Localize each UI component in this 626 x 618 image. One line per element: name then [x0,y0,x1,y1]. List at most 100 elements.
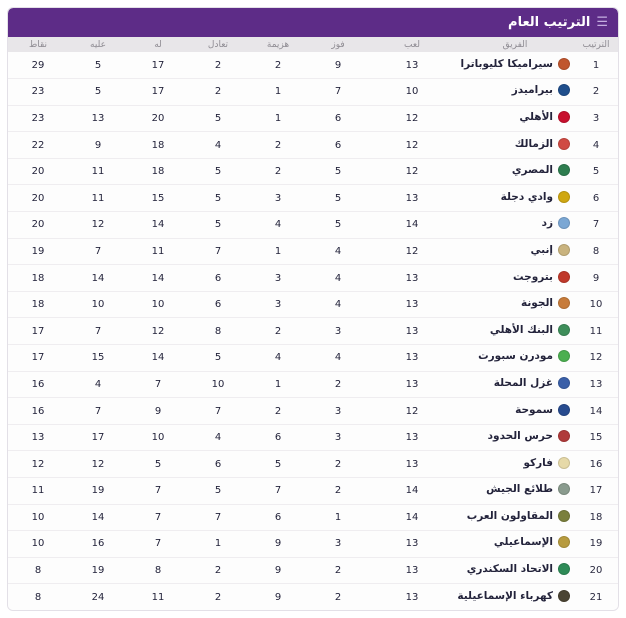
wins-cell: 2 [334,378,342,390]
team-crest-icon [558,137,570,150]
table-row[interactable]: 9 بتروجت 13 4 3 6 14 14 18 [8,264,618,292]
table-row[interactable]: 21 كهرباء الإسماعيلية 13 2 9 2 11 24 8 [8,583,618,611]
losses-cell: 2 [274,325,282,337]
draws-cell: 5 [214,485,222,497]
points-cell: 18 [31,272,45,284]
wins-cell: 3 [334,432,342,444]
rank-cell: 21 [589,591,603,603]
goals-for-cell: 18 [151,166,165,178]
table-row[interactable]: 18 المقاولون العرب 14 1 6 7 7 14 10 [8,504,618,531]
losses-cell: 7 [274,485,282,497]
team-crest-icon [558,403,570,416]
team-crest-icon [558,456,570,469]
points-cell: 23 [31,86,45,98]
table-row[interactable]: 6 وادي دجلة 13 5 3 5 15 11 20 [8,184,618,212]
goals-against-cell: 14 [91,272,105,284]
losses-cell: 2 [274,166,282,178]
goals-against-cell: 7 [94,405,102,417]
points-cell: 13 [31,432,45,444]
draws-cell: 2 [214,59,222,71]
col-header-goals-for: له [154,39,162,50]
rank-cell: 13 [589,378,603,390]
team-cell: الإسماعيلي [456,531,574,558]
team-cell: المصري [456,158,574,185]
points-cell: 23 [31,112,45,124]
draws-cell: 2 [214,86,222,98]
losses-cell: 3 [274,272,282,284]
draws-cell: 4 [214,432,222,444]
table-row[interactable]: 10 الجونة 13 4 3 6 10 10 18 [8,291,618,318]
rank-cell: 20 [589,565,603,577]
played-cell: 12 [405,112,419,124]
team-crest-icon [558,297,570,310]
draws-cell: 2 [214,565,222,577]
table-row[interactable]: 2 بيراميدز 10 7 1 2 17 5 23 [8,78,618,106]
table-row[interactable]: 14 سموحة 12 3 2 7 9 7 16 [8,397,618,425]
team-name: إنبي [530,243,553,256]
draws-cell: 5 [214,166,222,178]
played-cell: 12 [405,405,419,417]
goals-against-cell: 19 [91,565,105,577]
team-cell: الجونة [456,291,574,318]
table-row[interactable]: 4 الزمالك 12 6 2 4 18 9 22 [8,131,618,159]
goals-for-cell: 7 [154,485,162,497]
team-name: كهرباء الإسماعيلية [457,589,553,602]
table-row[interactable]: 8 إنبي 12 4 1 7 11 7 19 [8,238,618,265]
team-cell: فاركو [456,451,574,478]
wins-cell: 6 [334,139,342,151]
wins-cell: 4 [334,352,342,364]
team-crest-icon [558,376,570,389]
losses-cell: 3 [274,192,282,204]
table-row[interactable]: 7 زد 14 5 4 5 14 12 20 [8,211,618,239]
draws-cell: 8 [214,325,222,337]
col-header-goals-against: عليه [90,39,106,50]
team-crest-icon [558,270,570,283]
played-cell: 13 [405,192,419,204]
goals-against-cell: 7 [94,245,102,257]
goals-for-cell: 18 [151,139,165,151]
wins-cell: 1 [334,511,342,523]
goals-against-cell: 11 [91,192,105,204]
draws-cell: 6 [214,299,222,311]
played-cell: 13 [405,432,419,444]
points-cell: 11 [31,485,45,497]
losses-cell: 1 [274,378,282,390]
table-row[interactable]: 3 الأهلي 12 6 1 5 20 13 23 [8,105,618,132]
wins-cell: 4 [334,245,342,257]
table-row[interactable]: 11 البنك الأهلي 13 3 2 8 12 7 17 [8,317,618,345]
goals-for-cell: 17 [151,59,165,71]
points-cell: 16 [31,405,45,417]
played-cell: 12 [405,245,419,257]
table-row[interactable]: 12 مودرن سبورت 13 4 4 5 14 15 17 [8,344,618,372]
points-cell: 19 [31,245,45,257]
col-header-losses: هزيمة [266,39,290,50]
losses-cell: 4 [274,219,282,231]
wins-cell: 2 [334,458,342,470]
team-name: حرس الحدود [487,430,553,443]
team-name: الاتحاد السكندري [466,563,553,576]
team-cell: الاتحاد السكندري [456,557,574,584]
losses-cell: 1 [274,112,282,124]
col-header-draws: تعادل [207,39,229,50]
team-crest-icon [558,350,570,363]
played-cell: 13 [405,352,419,364]
wins-cell: 9 [334,59,342,71]
team-cell: كهرباء الإسماعيلية [456,584,574,611]
team-crest-icon [558,589,570,602]
table-row[interactable]: 19 الإسماعيلي 13 3 9 1 7 16 10 [8,530,618,558]
played-cell: 14 [405,511,419,523]
team-crest-icon [558,430,570,443]
team-cell: بتروجت [456,265,574,292]
goals-against-cell: 10 [91,299,105,311]
losses-cell: 5 [274,458,282,470]
table-row[interactable]: 17 طلائع الجيش 14 2 7 5 7 19 11 [8,477,618,505]
goals-for-cell: 14 [151,352,165,364]
table-row[interactable]: 16 فاركو 13 2 5 6 5 12 12 [8,450,618,478]
table-row[interactable]: 13 غزل المحلة 13 2 1 10 7 4 16 [8,371,618,398]
table-row[interactable]: 20 الاتحاد السكندري 13 2 9 2 8 19 8 [8,557,618,584]
table-row[interactable]: 5 المصري 12 5 2 5 18 11 20 [8,158,618,185]
wins-cell: 3 [334,538,342,550]
table-row[interactable]: 15 حرس الحدود 13 3 6 4 10 17 13 [8,424,618,451]
draws-cell: 5 [214,112,222,124]
table-row[interactable]: 1 سيراميكا كليوباترا 13 9 2 2 17 5 29 [8,52,618,79]
